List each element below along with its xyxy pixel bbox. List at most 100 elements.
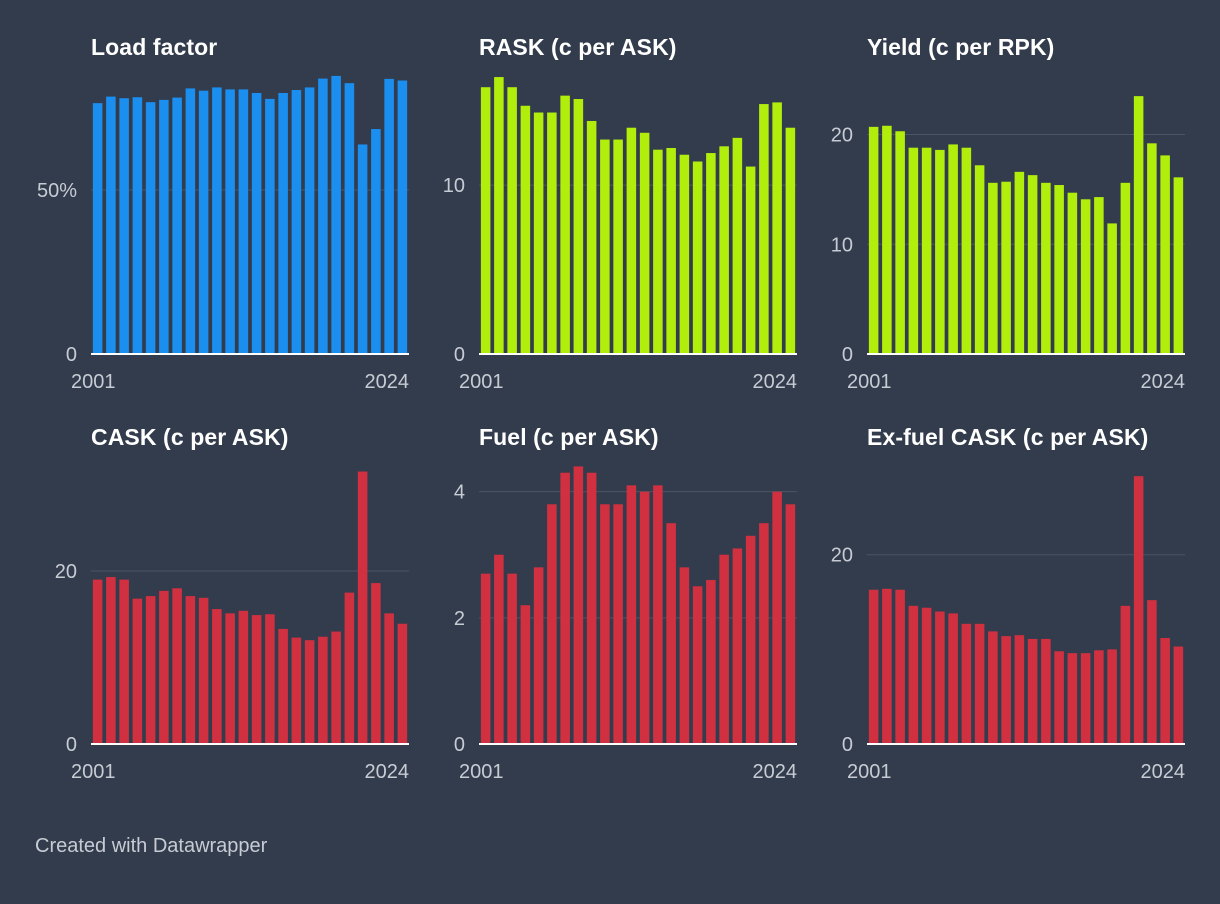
y-tick-label: 20 <box>831 125 853 147</box>
bar <box>344 83 355 355</box>
bar <box>692 586 703 744</box>
y-tick-label: 0 <box>66 734 77 756</box>
y-tick-label: 0 <box>842 734 853 756</box>
bar <box>357 471 368 744</box>
bar <box>626 127 637 354</box>
bar <box>772 491 782 744</box>
chart-title: Yield (c per RPK) <box>867 34 1055 60</box>
bar <box>961 623 972 744</box>
y-tick-label: 20 <box>55 561 77 583</box>
chart-title: Load factor <box>91 34 218 60</box>
bar <box>706 579 716 744</box>
chart-title: Fuel (c per ASK) <box>479 424 659 450</box>
bar <box>291 90 302 354</box>
bar <box>547 112 557 354</box>
bar <box>331 631 341 744</box>
bar <box>1094 650 1104 744</box>
bar <box>145 596 156 744</box>
bar <box>772 102 782 355</box>
bar <box>732 137 743 354</box>
chart-svg-cask: 0 20 2001 2024 <box>55 471 410 780</box>
bar <box>533 567 544 744</box>
bar <box>265 614 275 744</box>
y-tick-label: 50% <box>37 180 77 202</box>
bar <box>1080 199 1091 354</box>
bar <box>882 125 892 355</box>
bar <box>679 567 690 744</box>
bar <box>560 472 570 744</box>
bar <box>1147 143 1157 354</box>
bar <box>586 120 597 354</box>
bar <box>586 472 597 744</box>
bar <box>1027 638 1038 744</box>
bar <box>1107 649 1117 744</box>
bar <box>988 182 998 354</box>
chart-title: CASK (c per ASK) <box>91 424 289 450</box>
bar <box>639 491 650 744</box>
bar <box>106 577 116 744</box>
x-tick-label-first: 2001 <box>847 761 892 780</box>
bar <box>560 95 570 354</box>
bar <box>1041 638 1051 744</box>
y-tick-label: 2 <box>454 608 465 630</box>
bar <box>974 165 985 354</box>
bar <box>132 598 143 744</box>
bar <box>344 592 355 744</box>
chart-svg-yield: 0 10 20 2001 2024 <box>831 96 1186 390</box>
bar <box>882 588 892 744</box>
bar <box>666 147 676 354</box>
x-tick-label-first: 2001 <box>71 761 116 780</box>
bar <box>1001 181 1011 354</box>
bar <box>1147 600 1157 744</box>
bar <box>961 147 972 354</box>
bar <box>357 144 368 354</box>
bar <box>935 611 945 744</box>
bar <box>1001 636 1011 744</box>
bar <box>238 610 249 744</box>
bar <box>547 504 557 744</box>
x-tick-label-last: 2024 <box>1141 371 1186 390</box>
bar <box>278 92 288 355</box>
bar <box>278 628 288 744</box>
bar <box>666 523 676 744</box>
x-tick-label-first: 2001 <box>459 761 504 780</box>
bar <box>225 89 235 354</box>
chart-panel-fuel: 0 2 4 2001 2024 Fuel (c per ASK) <box>388 390 797 780</box>
x-tick-label-last: 2024 <box>753 371 798 390</box>
bar <box>185 596 196 744</box>
bar <box>397 623 408 744</box>
bar <box>251 92 262 355</box>
bar <box>719 146 729 354</box>
bar <box>520 605 531 744</box>
bar <box>304 87 315 354</box>
bar <box>265 98 275 354</box>
bar <box>331 75 341 355</box>
bar <box>948 613 958 744</box>
bar <box>132 97 143 354</box>
bar <box>1041 182 1051 354</box>
bar <box>921 147 932 354</box>
bar <box>868 589 879 744</box>
bar <box>238 89 249 354</box>
x-tick-label-first: 2001 <box>459 371 504 390</box>
bar <box>251 615 262 744</box>
bar <box>1014 635 1025 744</box>
x-tick-label-last: 2024 <box>365 371 410 390</box>
y-tick-label: 0 <box>454 734 465 756</box>
bar <box>1173 177 1184 354</box>
bar <box>1080 653 1091 744</box>
bar <box>759 523 769 744</box>
bar <box>613 504 623 744</box>
y-tick-label: 0 <box>842 344 853 366</box>
bar <box>119 98 129 354</box>
bar <box>172 97 182 354</box>
bar <box>692 161 703 354</box>
bar <box>198 597 209 744</box>
bar <box>145 102 156 354</box>
bar <box>600 139 610 354</box>
bar <box>626 485 637 744</box>
chart-panel-ex-fuel-cask: 0 20 2001 2024 Ex-fuel CASK (c per ASK) <box>776 390 1185 780</box>
x-tick-label-last: 2024 <box>365 761 410 780</box>
bar <box>507 573 517 744</box>
bar <box>785 504 796 744</box>
